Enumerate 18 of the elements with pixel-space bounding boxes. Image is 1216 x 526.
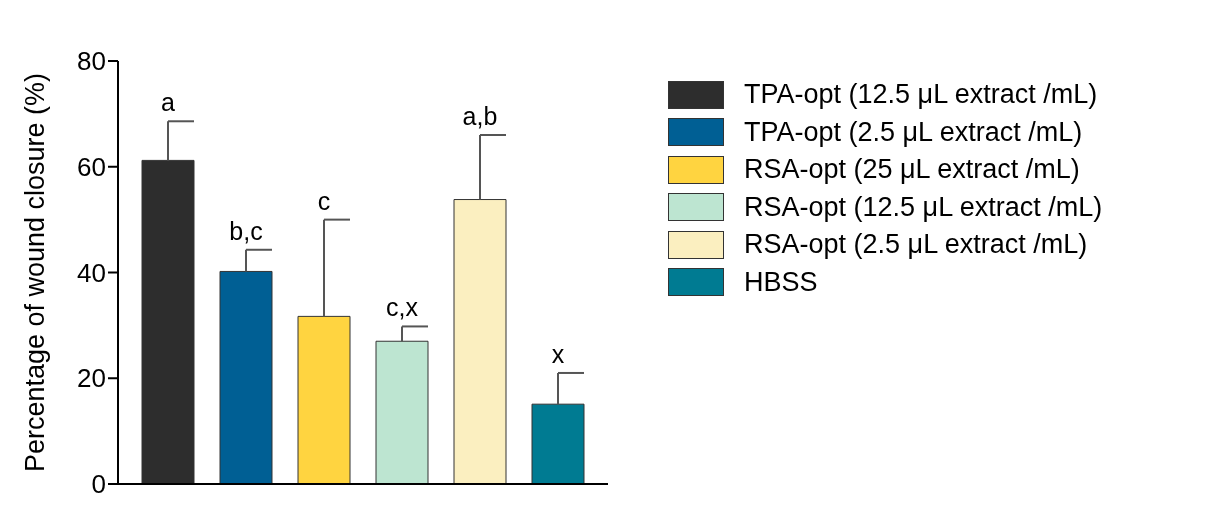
annotation: a: [161, 88, 176, 117]
y-axis-title: Percentage of wound closure (%): [20, 72, 50, 473]
annotation: c: [317, 186, 331, 215]
y-tick-label: 80: [77, 46, 106, 77]
legend-label: HBSS: [744, 266, 818, 298]
legend-label: TPA-opt (12.5 μL extract /mL): [744, 79, 1098, 111]
y-tick-label: 40: [77, 257, 106, 288]
legend-label: TPA-opt (2.5 μL extract /mL): [744, 116, 1083, 148]
y-tick-label: 60: [77, 151, 106, 182]
legend-label: RSA-opt (2.5 μL extract /mL): [744, 229, 1088, 261]
legend-label: RSA-opt (12.5 μL extract /mL): [744, 191, 1103, 223]
annotation: x: [551, 339, 565, 368]
annotation: b,c: [229, 216, 263, 245]
y-tick-label: 20: [77, 363, 106, 394]
annotation: a,b: [462, 102, 498, 131]
legend-label: RSA-opt (25 μL extract /mL): [744, 154, 1080, 186]
annotation: c,x: [386, 293, 419, 322]
y-tick-label: 0: [91, 469, 106, 500]
